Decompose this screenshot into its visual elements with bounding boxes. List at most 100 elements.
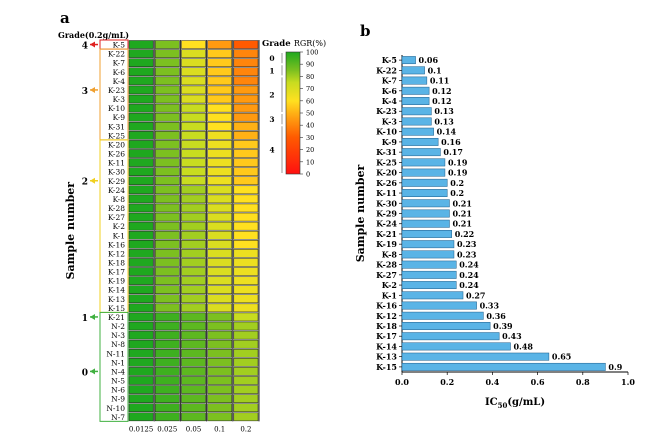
heatmap-cell <box>207 294 233 304</box>
row-label: K-11 <box>108 159 125 168</box>
bar <box>401 352 550 361</box>
bar <box>401 189 448 197</box>
heatmap-cell <box>128 339 154 349</box>
heatmap-cell <box>181 330 206 340</box>
row-label: N-8 <box>111 340 125 349</box>
heatmap-cell <box>154 385 180 394</box>
row-label: K-20 <box>108 140 125 149</box>
heatmap-cell <box>207 131 233 140</box>
heatmap-cell <box>128 285 154 294</box>
legend-tick-label: 0 <box>306 171 310 179</box>
row-label: K-25 <box>108 131 125 140</box>
heatmap-cell <box>128 321 154 331</box>
heatmap-cell <box>154 94 180 104</box>
row-label: N-9 <box>111 395 125 404</box>
bar <box>401 168 446 177</box>
row-label: K-12 <box>108 249 125 258</box>
bar-category-label: K-22 <box>376 65 397 75</box>
heatmap-cell <box>154 203 180 213</box>
heatmap-cell <box>207 385 233 394</box>
row-label: N-10 <box>106 404 125 413</box>
heatmap-cell <box>207 67 233 77</box>
row-label: K-9 <box>113 113 126 122</box>
heatmap-cell <box>154 149 180 158</box>
bar-x-tick-label: 0.4 <box>485 377 499 387</box>
bar-category-label: K-25 <box>376 157 397 167</box>
heatmap-cell <box>154 131 180 140</box>
heatmap-cell <box>233 94 259 104</box>
heatmap-cell <box>233 339 259 349</box>
legend-tick-label: 60 <box>306 97 314 105</box>
heatmap-cell <box>207 403 233 413</box>
bar-value-label: 0.1 <box>428 65 442 75</box>
heatmap-cell <box>154 249 180 258</box>
heatmap-cell <box>207 221 233 231</box>
heatmap-cell <box>154 140 180 149</box>
heatmap-cell <box>181 403 206 413</box>
heatmap-cell <box>233 103 259 113</box>
bar-category-label: K-8 <box>382 249 398 259</box>
heatmap-cell <box>154 212 180 222</box>
grade-marker-label: 0 <box>82 368 88 378</box>
legend-tick-label: 50 <box>306 110 314 118</box>
row-label: K-2 <box>113 222 126 231</box>
heatmap-cell <box>181 94 206 104</box>
heatmap-cell <box>207 194 233 204</box>
bar-value-label: 0.12 <box>432 96 451 106</box>
row-label: K-7 <box>113 59 126 68</box>
heatmap-cell <box>181 249 206 258</box>
heatmap-cell <box>207 330 233 340</box>
bar-category-label: K-21 <box>376 229 397 239</box>
heatmap-cell <box>154 348 180 358</box>
row-label: K-21 <box>108 313 125 322</box>
bar <box>401 117 432 126</box>
row-label: N-3 <box>111 331 125 340</box>
heatmap-cell <box>233 221 259 231</box>
heatmap-cell <box>207 394 233 403</box>
row-label: N-11 <box>106 349 125 358</box>
heatmap-cell <box>128 312 154 322</box>
heatmap-cell <box>128 267 154 276</box>
heatmap-cell <box>207 240 233 249</box>
heatmap-cell <box>233 158 259 167</box>
heatmap-cell <box>154 67 180 77</box>
bar-category-label: K-6 <box>382 86 398 96</box>
heatmap-cell <box>154 112 180 122</box>
bar-x-tick-label: 0.2 <box>440 377 454 387</box>
heatmap-cell <box>181 67 206 77</box>
heatmap-cell <box>207 112 233 122</box>
legend-tick-label: 100 <box>306 49 318 57</box>
bar-category-label: K-29 <box>376 209 397 219</box>
row-label: N-1 <box>111 358 125 367</box>
heatmap-cell <box>181 230 206 240</box>
heatmap-cell <box>181 312 206 322</box>
bar-category-label: K-17 <box>376 331 397 341</box>
heatmap-cell <box>233 312 259 322</box>
heatmap-cell <box>233 412 259 422</box>
legend-tick-label: 30 <box>306 134 314 142</box>
heatmap-cell <box>207 303 233 313</box>
bar-value-label: 0.19 <box>448 157 468 167</box>
heatmap-cell <box>154 312 180 322</box>
heatmap-cell <box>154 412 180 422</box>
heatmap-cell <box>128 194 154 204</box>
heatmap-chart: Grade(0.2g/mL)K-5K-22K-7K-6K-4K-23K-3K-1… <box>58 30 260 433</box>
heatmap-cell <box>181 285 206 294</box>
legend-grade-title: Grade <box>262 39 291 49</box>
bar-value-label: 0.33 <box>480 301 500 311</box>
legend-colorbar <box>285 51 301 175</box>
heatmap-cell <box>154 40 180 49</box>
grade-marker-label: 3 <box>82 87 88 97</box>
heatmap-cell <box>207 149 233 158</box>
bar <box>401 107 432 116</box>
heatmap-cell <box>233 185 259 195</box>
column-label: 0.1 <box>214 425 225 433</box>
heatmap-cell <box>154 358 180 367</box>
bar-category-label: K-31 <box>376 147 397 157</box>
bar-x-tick-label: 0.0 <box>395 377 409 387</box>
bar <box>401 97 430 105</box>
row-label: K-14 <box>108 286 125 295</box>
heatmap-cell <box>181 394 206 403</box>
row-label: K-18 <box>108 259 125 268</box>
bar <box>401 66 425 75</box>
